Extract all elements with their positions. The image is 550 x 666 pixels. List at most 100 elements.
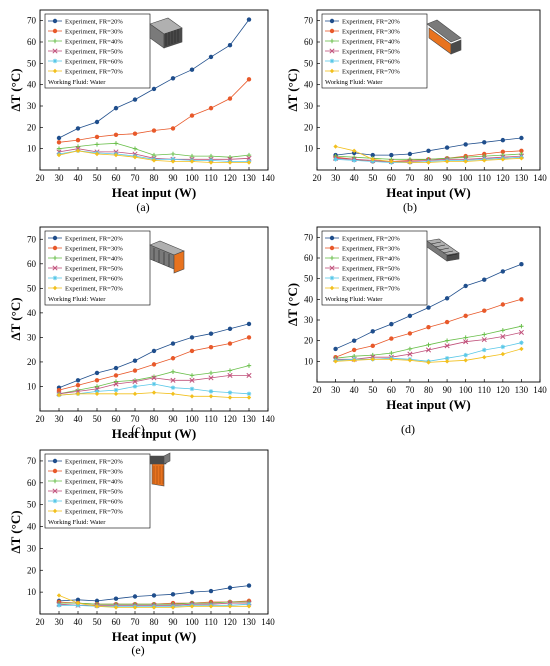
data-point [444,338,450,343]
x-tick-label: 100 [185,173,199,183]
legend-entry: Experiment, FR=50% [65,49,123,56]
data-point [132,146,138,151]
data-point [94,370,100,376]
x-tick-label: 90 [443,173,453,183]
x-tick-label: 40 [350,173,360,183]
data-point [425,347,432,353]
data-point [227,43,233,48]
y-tick-label: 70 [27,16,37,26]
legend-entry: Experiment, FR=60% [65,59,123,66]
data-point [227,390,233,395]
data-point [113,596,119,601]
y-tick-label: 20 [27,357,37,367]
data-point [170,151,176,157]
legend-marker [52,38,58,44]
y-tick-label: 20 [304,336,314,346]
x-axis-label: Heat input (W) [112,426,197,441]
data-point [246,17,252,22]
data-point [227,372,233,378]
data-point [370,357,375,362]
legend-entry: Experiment, FR=70% [65,509,123,516]
y-axis-label: ΔT (°C) [285,68,300,111]
legend-entry: Experiment, FR=30% [342,29,400,36]
data-point [389,321,394,327]
legend-marker [52,48,58,54]
x-tick-label: 140 [533,173,547,183]
data-point [426,325,431,330]
legend-marker [329,235,335,241]
y-tick-label: 70 [27,234,37,244]
legend-marker [329,275,335,281]
legend-marker [52,68,58,74]
chart-panel: 20 30 40 50 60 70 80 90 100 110 120 130 140 10 20 30 40 5… [285,226,547,436]
y-tick-label: 60 [304,253,314,263]
y-tick-label: 10 [304,144,314,154]
legend-box [321,13,428,89]
x-tick-label: 30 [55,617,65,627]
data-point [170,159,176,164]
data-point [426,305,431,310]
data-point [351,347,357,353]
data-point [208,588,214,594]
data-point [519,135,524,141]
legend-entry: Experiment, FR=20% [342,236,400,243]
legend-entry: Experiment, FR=20% [65,19,123,26]
data-point [151,86,157,92]
x-tick-label: 130 [515,173,529,183]
x-tick-label: 80 [424,385,434,395]
data-point [407,331,413,336]
x-tick-label: 30 [331,385,341,395]
legend: Experiment, FR=20% Experiment, FR=30% Expe… [44,13,151,89]
data-point [132,368,138,373]
data-point [151,152,157,158]
data-point [94,604,100,609]
x-tick-label: 60 [112,617,122,627]
y-tick-label: 40 [27,80,37,90]
legend-entry: Experiment, FR=20% [65,236,123,243]
x-axis-label: Heat input (W) [112,629,197,644]
data-point [482,347,487,353]
data-point [407,346,413,352]
legend-marker [52,245,58,251]
data-point [246,155,252,161]
legend-entry: Experiment, FR=40% [65,39,123,46]
y-tick-label: 10 [27,144,37,154]
x-tick-label: 40 [74,414,84,424]
data-point [189,159,195,164]
data-point [246,391,252,397]
data-point [482,140,487,145]
data-point [170,126,176,131]
data-point [482,332,487,337]
chart-panel: 20 30 40 50 60 70 80 90 100 110 120 130 140 10 20 30 40 5… [285,9,547,214]
data-point [151,593,157,598]
x-tick-label: 90 [169,617,179,627]
data-point [151,362,157,367]
legend-box [44,230,151,306]
data-point [94,389,100,394]
data-point [227,160,233,165]
data-point [333,346,338,352]
data-point [463,352,468,358]
data-point [444,296,450,301]
x-tick-label: 140 [261,173,275,183]
x-tick-label: 80 [150,414,160,424]
legend-marker [52,265,58,271]
y-tick-label: 40 [27,522,37,532]
data-point [94,598,100,604]
legend-marker [329,28,335,34]
legend-marker [52,275,58,281]
data-point [500,302,506,307]
legend-marker [52,285,58,291]
data-point [75,600,81,606]
data-point [189,67,195,72]
data-point [170,592,176,597]
data-point [208,370,214,376]
data-point [246,583,252,588]
data-point [75,383,81,388]
data-point [75,378,81,383]
legend-marker [329,255,335,261]
x-tick-label: 130 [515,385,529,395]
legend-marker [52,235,58,241]
data-point [333,157,338,162]
data-point [189,377,195,383]
